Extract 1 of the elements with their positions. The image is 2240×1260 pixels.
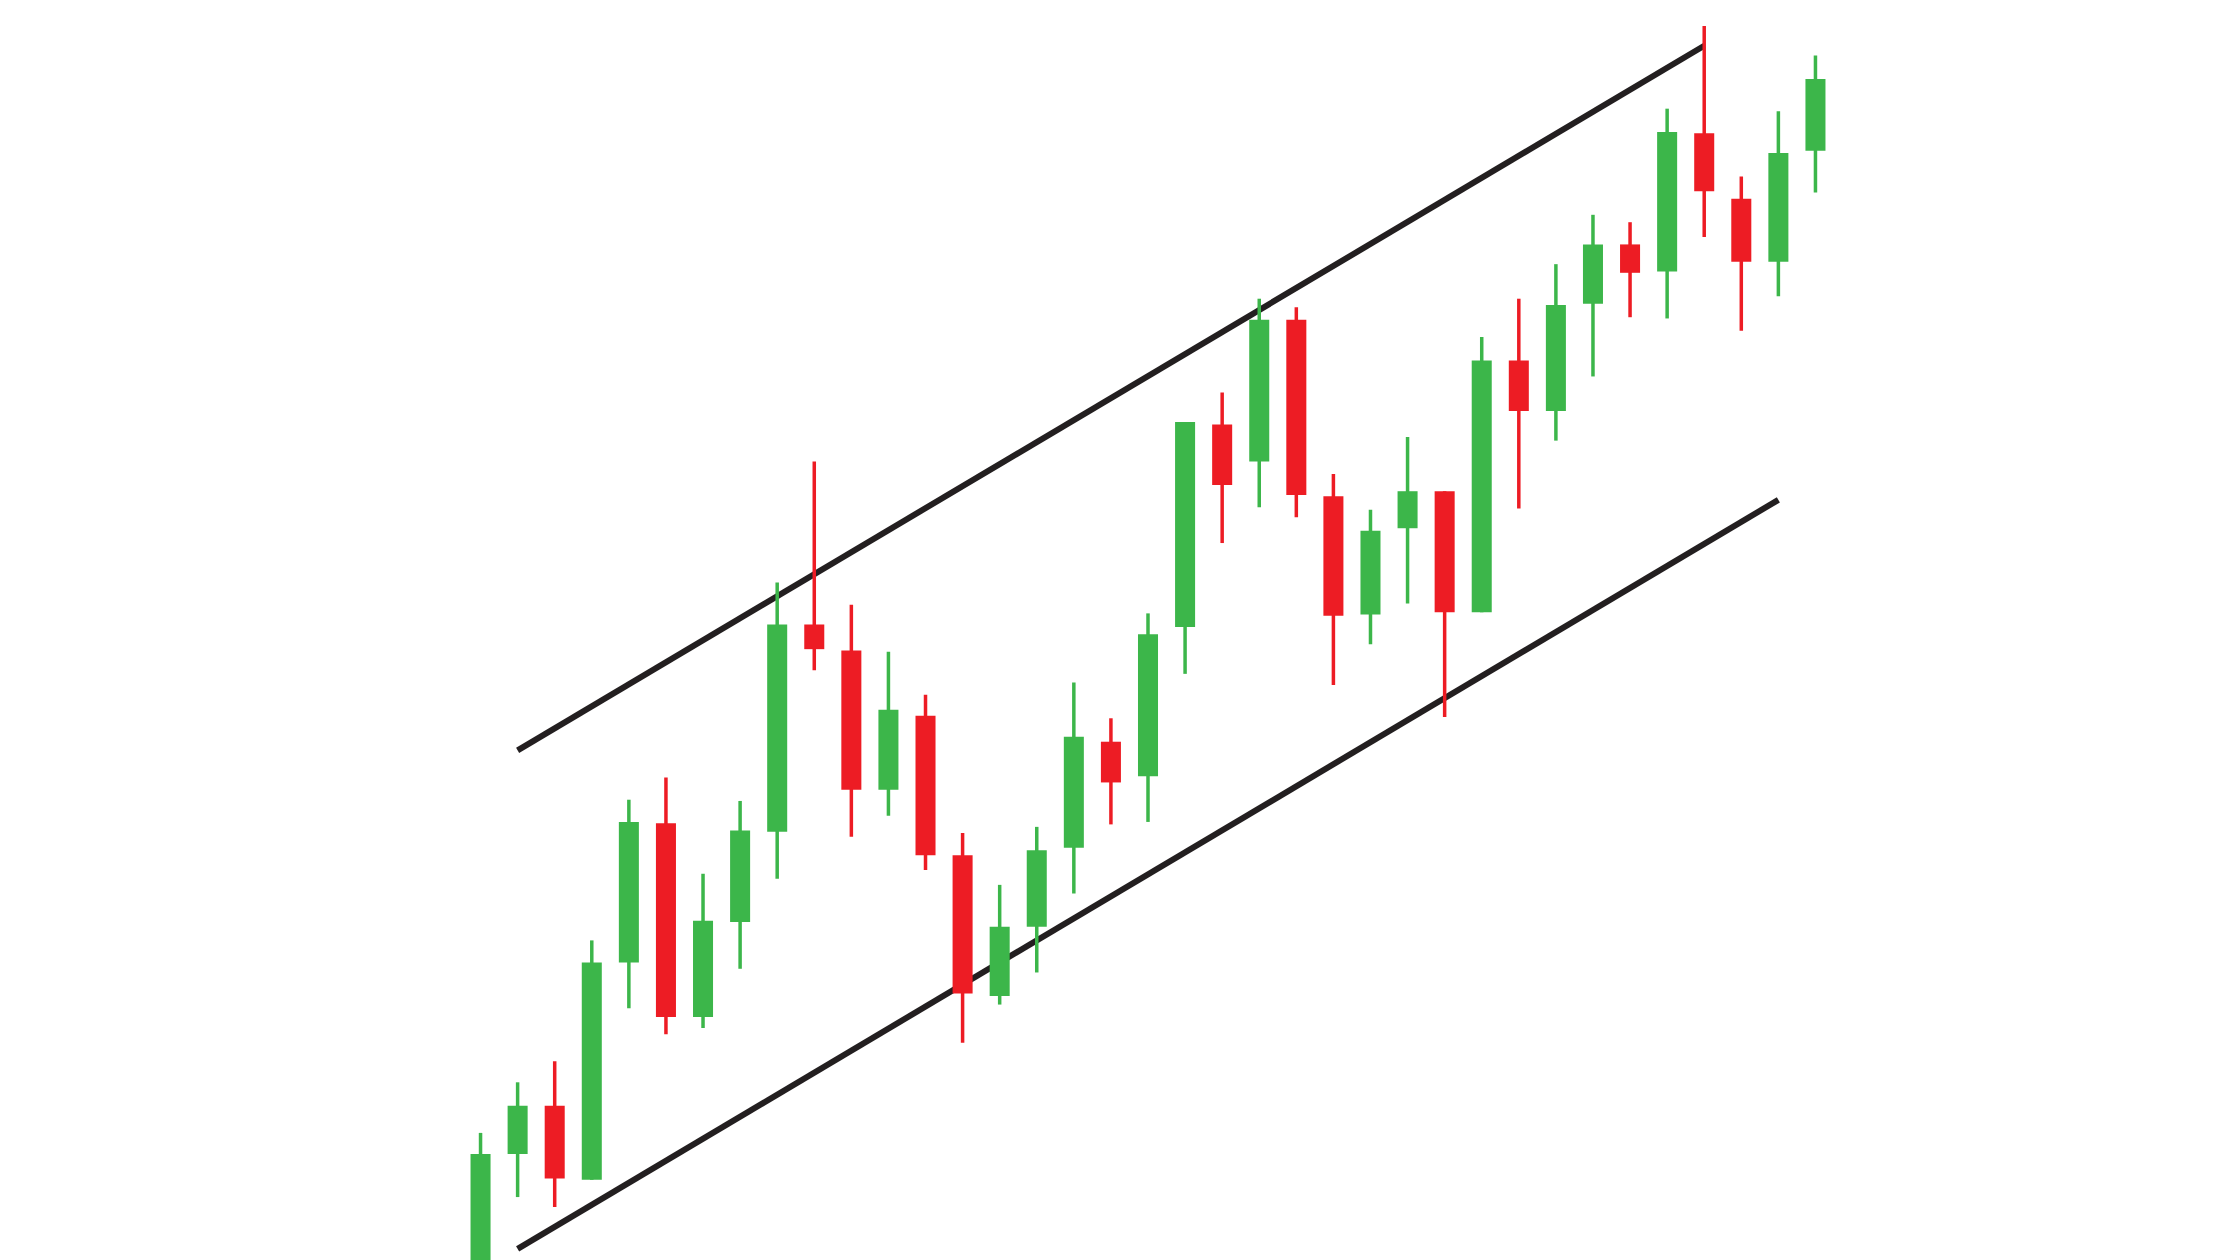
candlestick [804, 461, 825, 671]
